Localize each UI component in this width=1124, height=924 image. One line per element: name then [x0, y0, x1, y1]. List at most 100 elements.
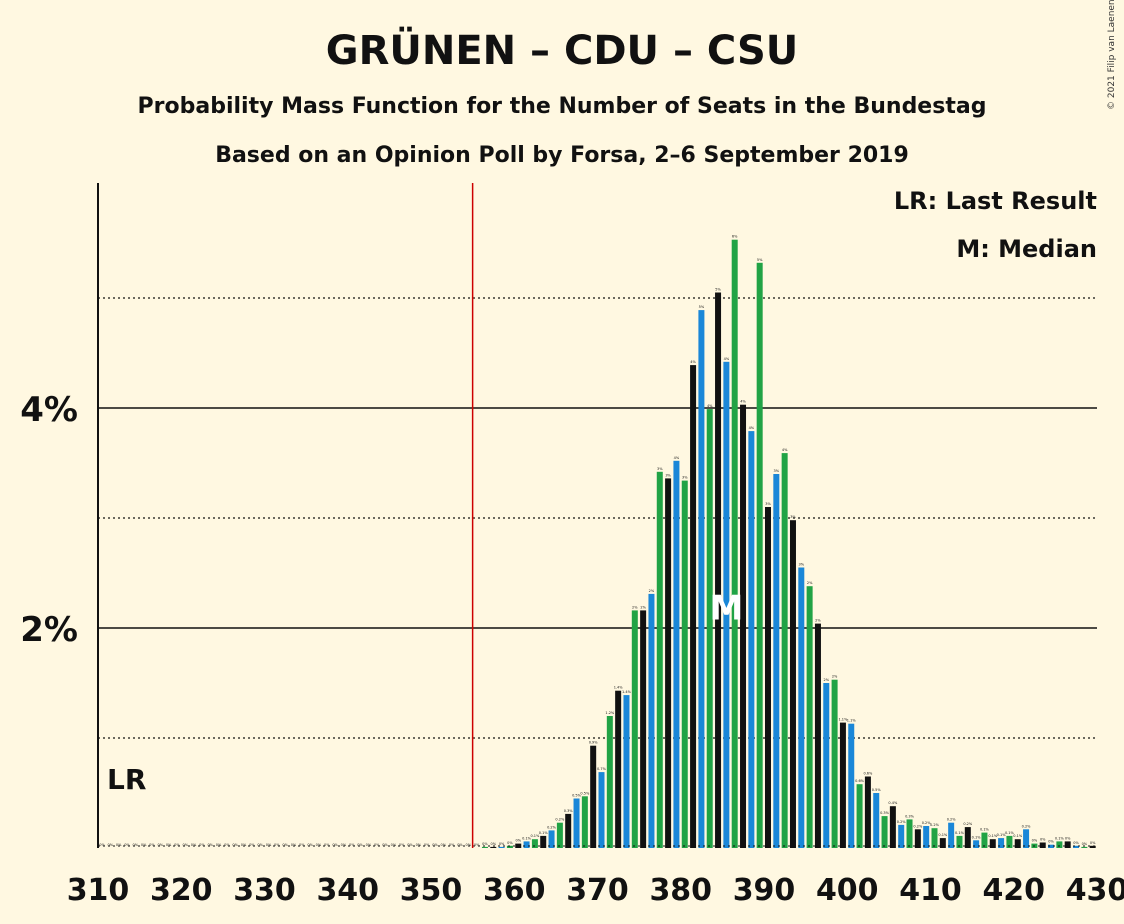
bar-seat-421 — [1023, 829, 1030, 848]
bar-value-label: 3% — [790, 515, 796, 519]
bar-seat-376 — [648, 593, 655, 848]
bar-value-label: 3% — [657, 467, 663, 471]
bar-value-label: 4% — [740, 400, 746, 404]
bar-seat-418 — [998, 838, 1005, 848]
bar-seat-427 — [1073, 845, 1080, 848]
y-tick-label: 2% — [20, 610, 78, 650]
legend-last-result: LR: Last Result — [894, 187, 1097, 215]
bar-value-label: 2% — [640, 605, 646, 609]
bar-value-label: 0% — [1065, 836, 1071, 840]
bar-seat-420 — [1014, 839, 1021, 848]
x-tick-label: 310 — [67, 873, 130, 908]
bar-seat-404 — [881, 816, 888, 848]
bar-seat-371 — [606, 716, 613, 848]
bar-seat-413 — [956, 835, 963, 848]
bar-value-label: 3% — [682, 476, 688, 480]
bar-value-label: 0% — [241, 843, 247, 847]
bar-seat-417 — [989, 839, 996, 848]
bar-seat-407 — [906, 819, 913, 848]
bar-seat-400 — [848, 723, 855, 848]
bar-seat-399 — [839, 722, 846, 848]
bar-value-label: 2% — [632, 605, 638, 609]
x-tick-label: 330 — [233, 873, 296, 908]
bar-value-label: 0% — [466, 843, 472, 847]
bar-seat-429 — [1089, 845, 1096, 848]
bar-value-label: 0% — [366, 843, 372, 847]
bar-seat-411 — [939, 838, 946, 848]
bar-value-label: 0% — [349, 843, 355, 847]
bar-value-label: 0% — [1082, 842, 1088, 846]
bar-value-label: 1.4% — [622, 690, 632, 694]
bar-value-label: 3% — [774, 469, 780, 473]
bar-value-label: 4% — [674, 456, 680, 460]
bar-seat-364 — [548, 830, 555, 848]
x-tick-label: 370 — [566, 873, 629, 908]
bar-seat-416 — [981, 832, 988, 848]
bar-value-label: 0% — [332, 843, 338, 847]
bar-seat-402 — [864, 776, 871, 848]
x-tick-label: 380 — [649, 873, 712, 908]
bar-seat-426 — [1064, 841, 1071, 848]
x-tick-label: 340 — [316, 873, 379, 908]
bar-value-label: 0% — [207, 843, 213, 847]
bar-value-label: 0% — [407, 843, 413, 847]
bar-value-label: 0% — [216, 843, 222, 847]
bar-value-label: 0% — [141, 843, 147, 847]
bar-seat-381 — [690, 365, 697, 848]
bar-seat-424 — [1048, 844, 1055, 848]
bar-value-label: 1.1% — [838, 718, 848, 722]
bar-seat-383 — [706, 409, 713, 848]
bar-value-label: 0% — [424, 843, 430, 847]
bar-value-label: 0.3% — [880, 811, 890, 815]
bar-value-label: 0% — [341, 843, 347, 847]
bar-value-label: 0% — [416, 843, 422, 847]
bar-value-label: 0.5% — [580, 791, 590, 795]
bar-value-label: 0% — [457, 843, 463, 847]
bar-value-label: 2% — [832, 675, 838, 679]
x-tick-label: 390 — [733, 873, 796, 908]
bar-value-label: 0% — [232, 843, 238, 847]
bar-value-label: 0.2% — [897, 820, 907, 824]
grid-layer — [98, 297, 1097, 739]
bar-value-label: 0% — [157, 843, 163, 847]
bar-seat-388 — [748, 431, 755, 848]
bar-seat-357 — [490, 846, 497, 848]
bars-layer — [481, 239, 1096, 849]
bar-value-label: 0.7% — [597, 767, 607, 771]
bar-seat-395 — [806, 586, 813, 848]
x-tick-label: 320 — [150, 873, 213, 908]
bar-value-label: 1.4% — [614, 686, 624, 690]
bar-value-label: 0% — [166, 843, 172, 847]
bar-value-label: 0.2% — [555, 818, 565, 822]
bar-value-label: 0.6% — [855, 779, 865, 783]
bar-value-label: 0.1% — [980, 828, 990, 832]
bar-value-label: 0% — [515, 839, 521, 843]
bar-seat-390 — [765, 507, 771, 848]
chart-subtitle: Probability Mass Function for the Number… — [138, 94, 987, 119]
bar-seat-368 — [581, 796, 588, 848]
bar-value-label: 0% — [1032, 839, 1038, 843]
bar-seat-419 — [1006, 835, 1013, 848]
bar-value-label: 0% — [291, 843, 297, 847]
bar-value-label: 0% — [133, 843, 139, 847]
bar-seat-387 — [740, 404, 747, 848]
bar-value-label: 0% — [191, 843, 197, 847]
bar-value-label: 0% — [324, 843, 330, 847]
bar-value-label: 0% — [1048, 840, 1054, 844]
bar-value-label: 0% — [1090, 841, 1096, 845]
bar-value-label: 0% — [116, 843, 122, 847]
bar-value-label: 0% — [382, 843, 388, 847]
bar-value-label: 0.1% — [522, 836, 532, 840]
bar-seat-365 — [556, 822, 563, 848]
bar-value-label: 3% — [665, 473, 671, 477]
bar-value-label: 5% — [715, 288, 721, 292]
bar-value-label: 0.2% — [963, 822, 973, 826]
bar-value-label: 0.5% — [572, 794, 582, 798]
bar-value-label: 0.1% — [1055, 836, 1065, 840]
bar-seat-382 — [698, 310, 705, 849]
x-tick-label: 430 — [1066, 873, 1124, 908]
bar-labels-layer: 0% 0% 0% 0% 0% 0% 0% 0% 0% 0% 0% 0% 0% 0% 0% 0% 0% 0% 0% 0%… — [99, 235, 1096, 847]
bar-value-label: 0.1% — [1013, 834, 1023, 838]
bar-value-label: 2% — [649, 589, 655, 593]
